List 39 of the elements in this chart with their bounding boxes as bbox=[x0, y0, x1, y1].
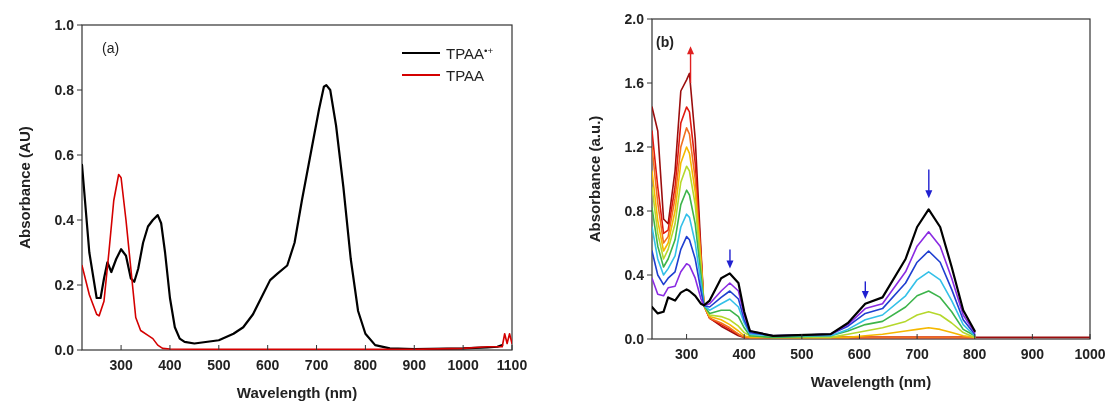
x-tick-label: 1000 bbox=[447, 357, 479, 373]
x-tick-label: 900 bbox=[402, 357, 427, 373]
x-tick-label: 500 bbox=[207, 357, 231, 373]
legend-label: TPAA$^{•+}$ bbox=[446, 44, 494, 62]
y-tick-label: 0.6 bbox=[54, 147, 75, 163]
y-axis-title: Absorbance (AU) bbox=[16, 126, 33, 249]
y-tick-label: 1.0 bbox=[54, 17, 75, 33]
legend-label: TPAA bbox=[446, 67, 485, 84]
x-tick-label: 800 bbox=[963, 346, 987, 362]
x-tick-label: 700 bbox=[304, 357, 329, 373]
annotation: (a) bbox=[102, 40, 120, 56]
y-tick-label: 0.8 bbox=[54, 82, 75, 98]
x-tick-label: 800 bbox=[353, 357, 378, 373]
x-tick-label: 1000 bbox=[1074, 346, 1106, 362]
x-axis-title: Wavelength (nm) bbox=[810, 373, 932, 390]
line-series bbox=[82, 173, 512, 350]
x-tick-label: 300 bbox=[109, 357, 133, 373]
x-tick-label: 300 bbox=[674, 346, 699, 362]
y-tick-label: 0.4 bbox=[624, 267, 645, 283]
y-tick-label: 0.4 bbox=[54, 212, 75, 228]
y-tick-label: 1.6 bbox=[624, 75, 645, 91]
y-tick-label: 0.0 bbox=[54, 342, 75, 358]
y-axis-title: Absorbance (a.u.) bbox=[586, 115, 603, 243]
y-tick-label: 0.0 bbox=[624, 331, 645, 347]
annotation: (b) bbox=[656, 34, 674, 50]
y-tick-label: 2.0 bbox=[624, 11, 645, 27]
x-tick-label: 900 bbox=[1020, 346, 1045, 362]
x-tick-label: 600 bbox=[847, 346, 872, 362]
x-tick-label: 600 bbox=[256, 357, 280, 373]
x-tick-label: 400 bbox=[732, 346, 757, 362]
line-series bbox=[82, 84, 504, 350]
y-tick-label: 1.2 bbox=[624, 139, 645, 155]
y-tick-label: 0.2 bbox=[54, 277, 75, 293]
x-tick-label: 700 bbox=[905, 346, 929, 362]
y-tick-label: 0.8 bbox=[624, 203, 645, 219]
x-axis-title: Wavelength (nm) bbox=[236, 384, 358, 401]
x-tick-label: 1100 bbox=[496, 357, 528, 373]
x-tick-label: 500 bbox=[790, 346, 814, 362]
x-tick-label: 400 bbox=[158, 357, 182, 373]
